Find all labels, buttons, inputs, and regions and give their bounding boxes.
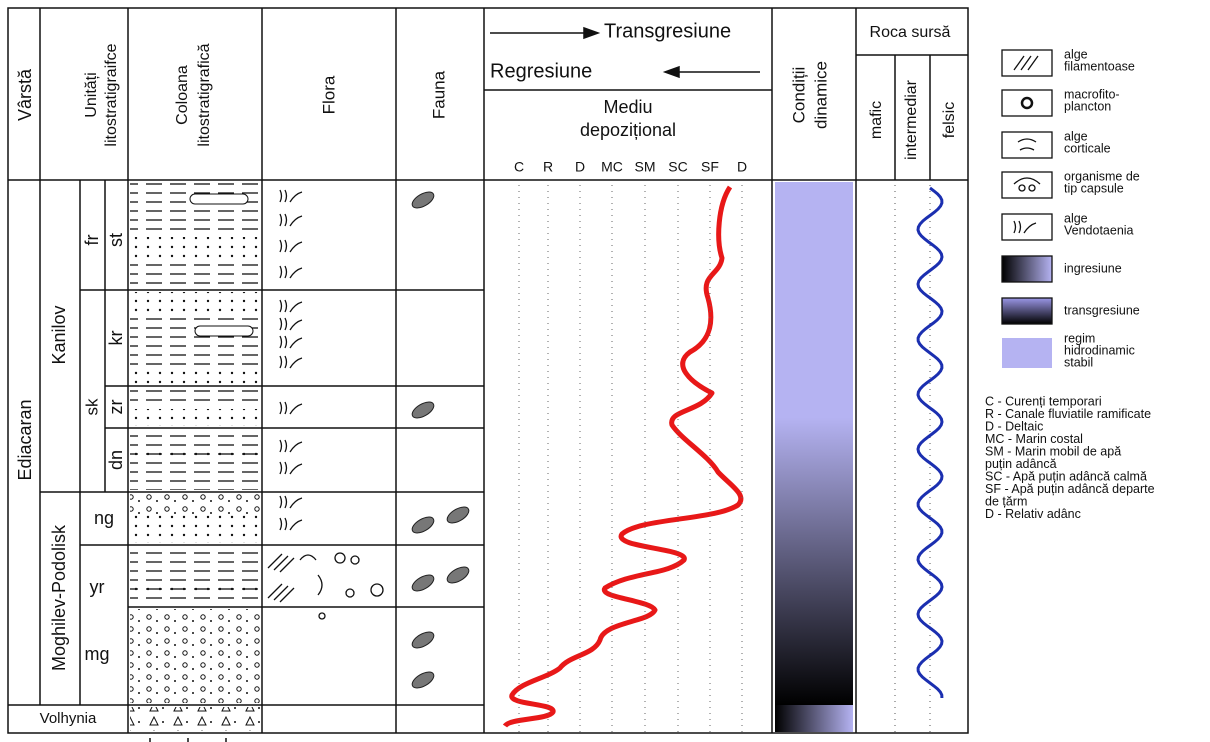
header-age: Vârstă [15, 68, 35, 121]
header-source-rock: Roca sursă [870, 24, 951, 41]
subformation-label: sk [82, 398, 101, 416]
member-label: dn [106, 450, 126, 470]
transgression-label: Transgresiune [604, 20, 731, 42]
member-label: kr [106, 331, 126, 346]
header-fauna: Fauna [429, 70, 448, 119]
legend-label: Vendotaenia [1064, 223, 1134, 237]
member-label: yr [90, 577, 105, 597]
legend-label: tip capsule [1064, 181, 1124, 195]
legend-label: plancton [1064, 99, 1111, 113]
regression-label: Regresiune [490, 60, 592, 82]
environment-code: SM [635, 159, 656, 175]
legend-label: corticale [1064, 141, 1111, 155]
legend-label: transgresiune [1064, 303, 1140, 317]
source-type: felsic [941, 102, 958, 138]
environment-code: MC [601, 159, 623, 175]
lithology [130, 183, 260, 731]
source-type: mafic [868, 101, 885, 139]
environment-curve [505, 187, 741, 726]
environment-title: depozițional [580, 120, 676, 140]
legend-label: filamentoase [1064, 59, 1135, 73]
environment-code: D [575, 159, 585, 175]
legend-label: ingresiune [1064, 261, 1122, 275]
environment-code: C [514, 159, 524, 175]
header-dynamics: Condiții [789, 67, 808, 124]
environment-code: SC [668, 159, 687, 175]
flora-symbols [268, 190, 383, 619]
abbreviation: D - Relativ adânc [985, 507, 1081, 521]
legend-symbols [1002, 50, 1052, 368]
member-label: zr [106, 400, 126, 415]
fauna-symbols [410, 189, 472, 691]
member-label: ng [94, 508, 114, 528]
stratigraphic-diagram: Vârstă Unitățilitostratigraifce Coloana lit… [0, 0, 1210, 742]
environment-code: D [737, 159, 747, 175]
environment-code: R [543, 159, 553, 175]
header-dynamics: dinamice [811, 61, 830, 129]
formation-label: Moghilev-Podolisk [49, 524, 69, 671]
formation-label: Kanilov [49, 305, 69, 364]
header-units: litostratigraifce [103, 43, 120, 146]
age-label: Ediacaran [15, 399, 35, 480]
environment-code: SF [701, 159, 719, 175]
source-type: intermediar [903, 79, 920, 160]
member-label: st [106, 233, 126, 247]
header-column: Coloana [174, 65, 191, 125]
environment-title: Mediu [603, 97, 652, 117]
header-flora: Flora [319, 75, 338, 114]
member-label: mg [84, 644, 109, 664]
member-label: fr [82, 234, 102, 245]
age-label: Volhynia [40, 710, 97, 727]
header-column: litostratigrafică [196, 43, 213, 146]
legend-label: stabil [1064, 355, 1093, 369]
header-units: Unități [83, 72, 100, 117]
